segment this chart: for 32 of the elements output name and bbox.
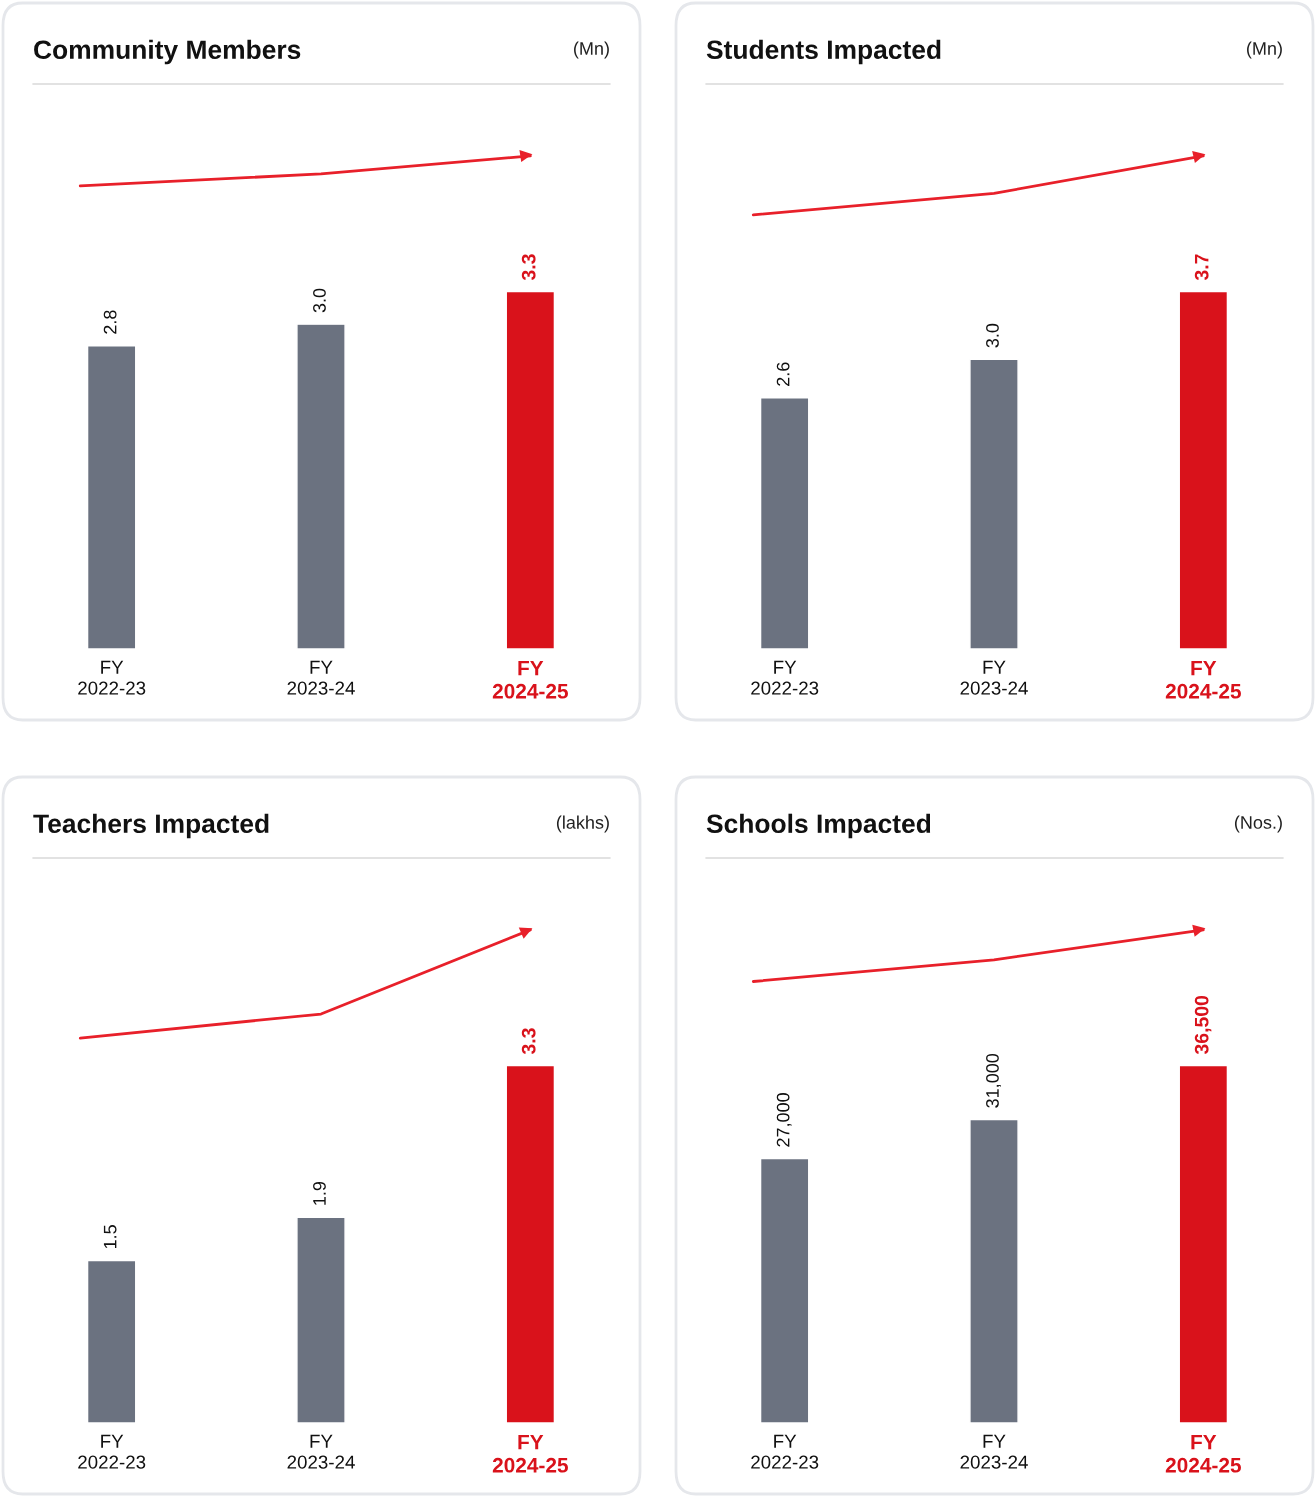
data-label: 27,000 (776, 1093, 792, 1147)
data-label: 3.7 (1194, 254, 1209, 281)
x-tick-label: FY 2022-23 (78, 660, 146, 695)
data-label: 31,000 (986, 1053, 1001, 1108)
chart-subtitle: (lakhs) (556, 815, 609, 833)
chart-subtitle: (Nos.) (1234, 815, 1282, 833)
x-tick-label: FY 2023-24 (960, 660, 1028, 695)
x-tick-label: FY 2024-25 (1165, 1434, 1241, 1473)
data-label: 1.9 (313, 1181, 326, 1205)
chart-subtitle: (Mn) (574, 41, 609, 59)
data-label: 1.5 (103, 1225, 117, 1249)
data-label: 2.6 (776, 362, 790, 386)
x-tick-label: FY 2024-25 (492, 1434, 568, 1473)
x-tick-label: FY 2022-23 (78, 1434, 146, 1469)
chart-title: Students Impacted (706, 39, 941, 65)
chart-title: Teachers Impacted (33, 813, 269, 839)
x-tick-label: FY 2023-24 (960, 1434, 1028, 1469)
data-label: 3.3 (521, 1028, 536, 1055)
x-tick-label: FY 2024-25 (1165, 660, 1241, 699)
x-tick-label: FY 2023-24 (287, 1434, 355, 1469)
x-tick-label: FY 2023-24 (287, 660, 355, 695)
x-tick-label: FY 2024-25 (492, 660, 568, 699)
chart-title: Schools Impacted (706, 813, 931, 839)
data-label: 3.0 (986, 323, 999, 348)
data-label: 36,500 (1194, 995, 1212, 1055)
data-label: 2.8 (103, 310, 117, 334)
chart-subtitle: (Mn) (1247, 41, 1282, 59)
data-label: 3.0 (313, 288, 326, 313)
chart-title: Community Members (34, 39, 301, 65)
x-tick-label: FY 2022-23 (751, 660, 819, 695)
data-label: 3.3 (521, 254, 536, 281)
x-tick-label: FY 2022-23 (751, 1434, 819, 1469)
